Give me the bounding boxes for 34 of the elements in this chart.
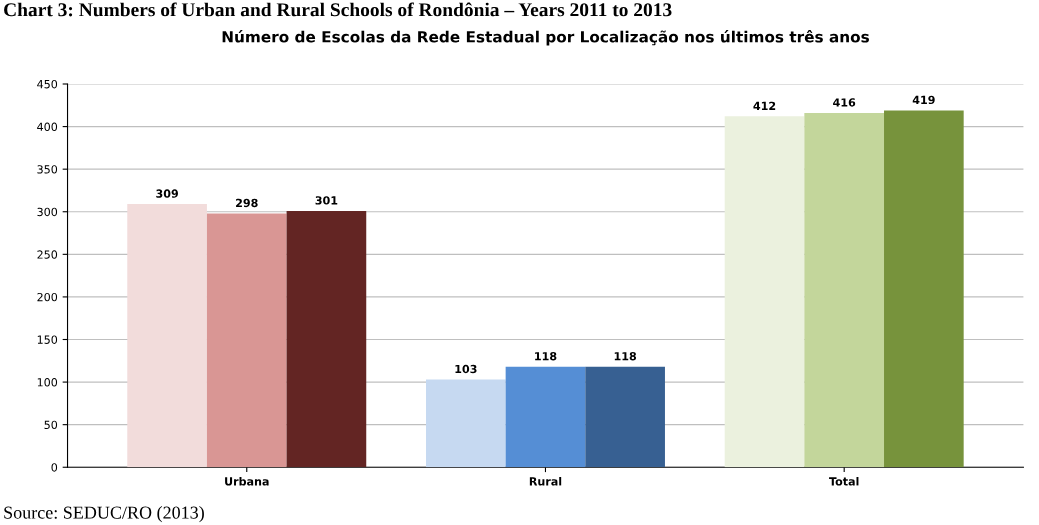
chart-subtitle: Número de Escolas da Rede Estadual por Localização nos últimos três anos bbox=[222, 30, 869, 46]
bar bbox=[505, 366, 586, 468]
bar bbox=[425, 379, 506, 468]
source-note: Source: SEDUC/RO (2013) bbox=[4, 506, 204, 523]
bar bbox=[724, 116, 805, 468]
y-tick-label: 0 bbox=[51, 463, 58, 472]
bar bbox=[206, 213, 287, 468]
x-tick-label: Total bbox=[829, 476, 859, 486]
bar bbox=[884, 110, 964, 468]
y-tick-label: 350 bbox=[37, 165, 58, 174]
y-tick-label: 50 bbox=[44, 420, 58, 430]
data-label: 298 bbox=[236, 198, 258, 208]
data-label: 309 bbox=[156, 189, 178, 198]
data-label: 103 bbox=[455, 364, 477, 374]
data-label: 412 bbox=[753, 101, 776, 110]
y-tick-label: 150 bbox=[37, 335, 58, 344]
bar bbox=[286, 210, 367, 468]
bar bbox=[585, 366, 665, 468]
chart-title: Chart 3: Numbers of Urban and Rural Schools of Rondônia – Years 2011 to 2013 bbox=[4, 2, 672, 17]
y-tick-label: 400 bbox=[37, 122, 58, 131]
y-tick-label: 250 bbox=[37, 250, 58, 259]
data-label: 118 bbox=[535, 352, 557, 361]
bar bbox=[804, 112, 885, 468]
data-label: 416 bbox=[833, 98, 856, 107]
x-tick-label: Urbana bbox=[225, 476, 269, 486]
x-tick-label: Rural bbox=[529, 476, 562, 486]
bar bbox=[127, 204, 207, 468]
y-tick-label: 200 bbox=[37, 292, 58, 302]
y-tick-label: 300 bbox=[37, 207, 58, 217]
data-label: 419 bbox=[912, 95, 935, 105]
y-tick-label: 100 bbox=[37, 378, 58, 387]
data-label: 301 bbox=[315, 196, 338, 205]
data-label: 118 bbox=[614, 352, 637, 361]
y-tick-label: 450 bbox=[37, 79, 58, 89]
